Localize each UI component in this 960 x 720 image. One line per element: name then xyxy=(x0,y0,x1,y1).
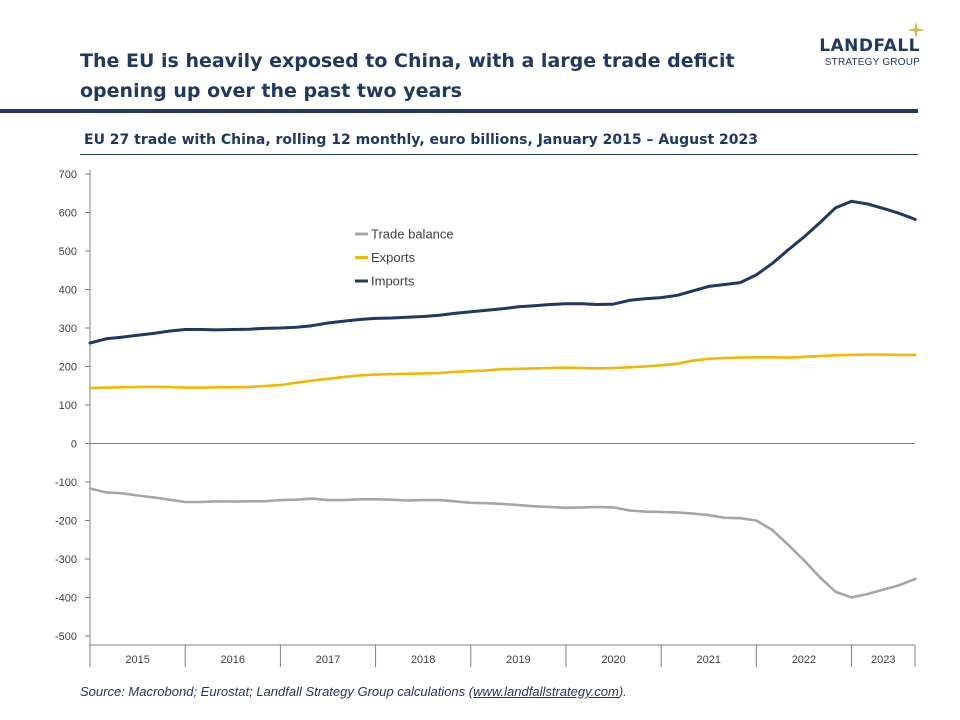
source-text: Source: Macrobond; Eurostat; Landfall St… xyxy=(80,684,474,699)
series-lines xyxy=(88,199,917,599)
y-tick-label: 400 xyxy=(59,285,77,297)
y-tick-label: 300 xyxy=(59,323,77,335)
x-tick-label: 2020 xyxy=(601,654,625,666)
x-tick-label: 2021 xyxy=(697,654,721,666)
header-divider xyxy=(0,109,918,113)
x-tick-label: 2016 xyxy=(221,654,245,666)
y-tick-label: 0 xyxy=(71,439,77,451)
legend: Trade balance Exports Imports xyxy=(355,227,454,289)
legend-label: Exports xyxy=(371,250,416,265)
series-line-trade-balance xyxy=(88,487,917,599)
y-tick-label: -300 xyxy=(55,554,77,566)
chart-title-divider xyxy=(80,154,918,155)
y-tick-label: 500 xyxy=(59,246,77,258)
x-tick-label: 2022 xyxy=(792,654,816,666)
y-tick-label: 100 xyxy=(59,400,77,412)
x-tick-label: 2018 xyxy=(411,654,435,666)
y-tick-label: -500 xyxy=(55,631,77,643)
y-tick-label: -400 xyxy=(55,593,77,605)
y-tick-label: -200 xyxy=(55,516,77,528)
logo-main-text: LANDFALL xyxy=(819,36,920,56)
x-tick-label: 2023 xyxy=(871,654,895,666)
x-tick-label: 2015 xyxy=(125,654,149,666)
y-tick-label: 200 xyxy=(59,362,77,374)
x-axis: 2015 2016 2017 2018 2019 2020 2021 2022 2023 xyxy=(89,644,916,667)
y-tick-label: -100 xyxy=(55,477,77,489)
line-chart: 700 600 500 400 300 200 100 0 -100 -200 -300 -400 -5… xyxy=(55,169,917,667)
series-line-imports xyxy=(88,199,917,345)
legend-label: Imports xyxy=(371,274,415,289)
landfall-logo: LANDFALL STRATEGY GROUP xyxy=(760,20,925,80)
page-title: The EU is heavily exposed to China, with… xyxy=(80,50,735,102)
series-line-exports xyxy=(88,353,917,390)
y-axis: 700 600 500 400 300 200 100 0 -100 -200 -300 -400 -5… xyxy=(55,169,915,645)
source-note: Source: Macrobond; Eurostat; Landfall St… xyxy=(80,684,627,699)
y-tick-label: 600 xyxy=(59,208,77,220)
source-link[interactable]: www.landfallstrategy.com xyxy=(473,684,619,699)
chart-title: EU 27 trade with China, rolling 12 month… xyxy=(84,132,759,148)
x-tick-label: 2017 xyxy=(316,654,340,666)
legend-label: Trade balance xyxy=(371,227,454,242)
star-icon xyxy=(907,21,925,39)
x-tick-label: 2019 xyxy=(506,654,530,666)
y-tick-label: 700 xyxy=(59,169,77,181)
logo-sub-text: STRATEGY GROUP xyxy=(824,57,920,68)
source-suffix: ). xyxy=(618,684,627,699)
